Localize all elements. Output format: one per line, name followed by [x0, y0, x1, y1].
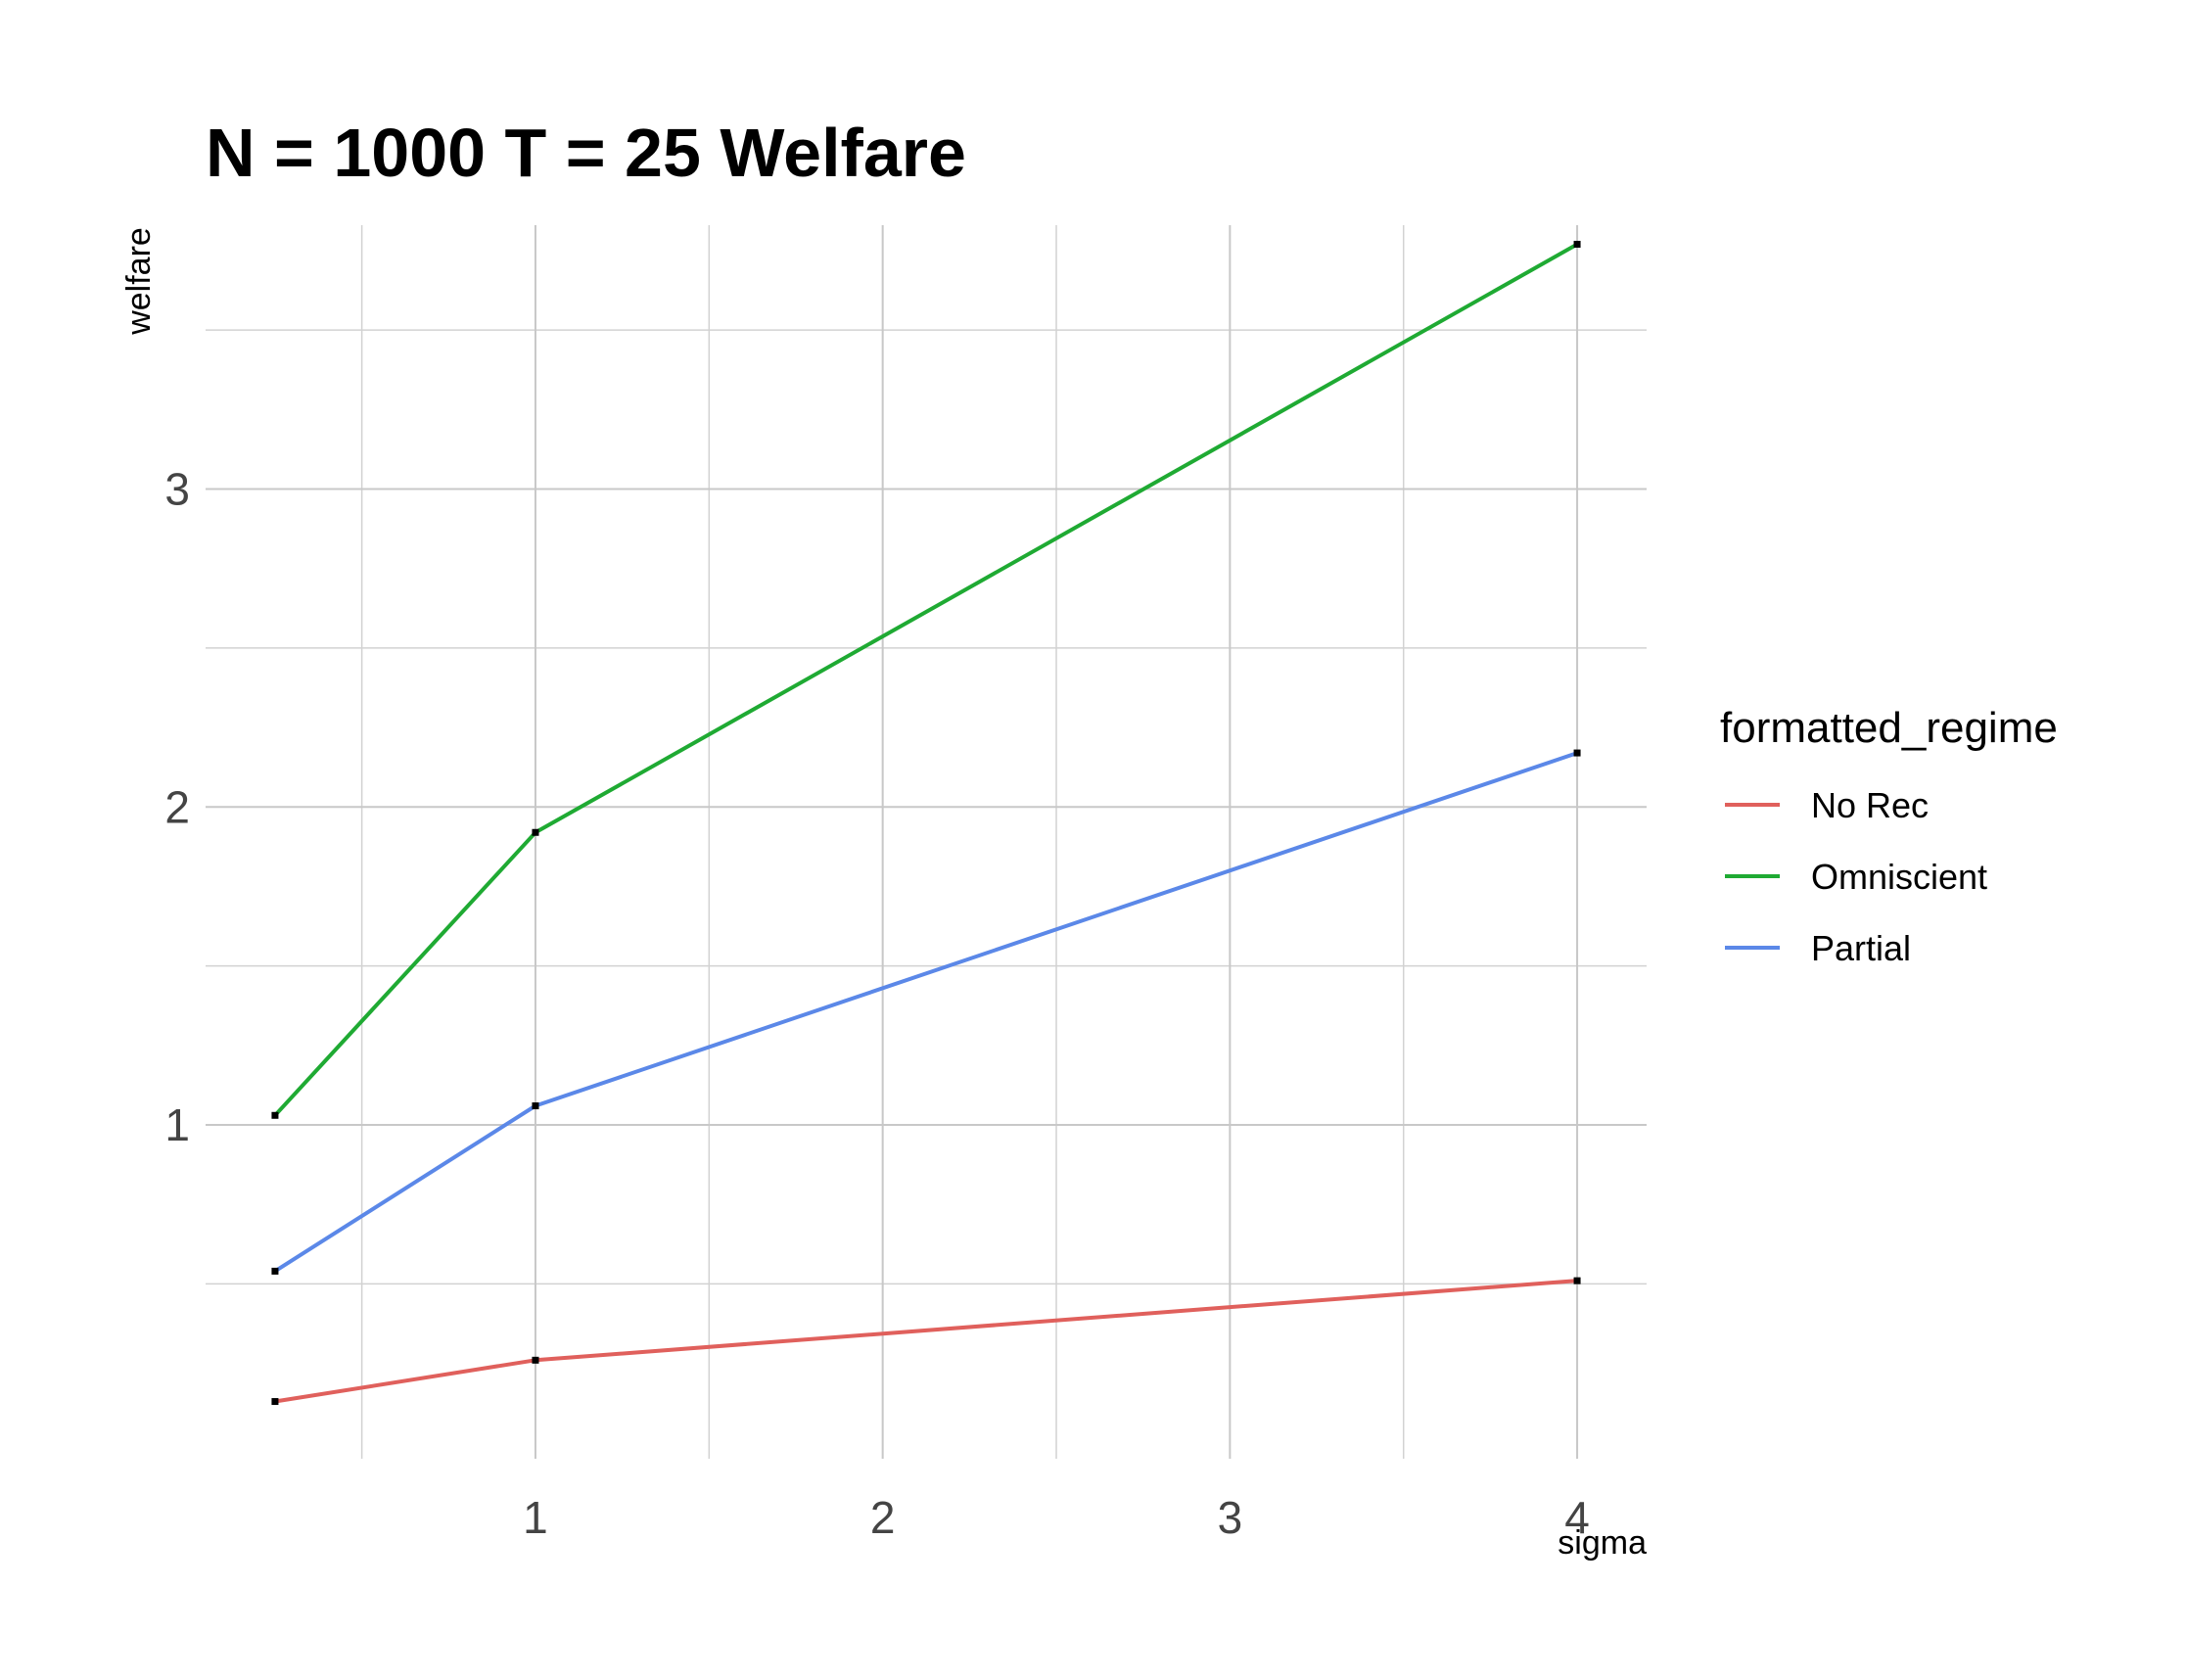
- x-axis-title: sigma: [1558, 1524, 1647, 1562]
- grid: [206, 225, 1647, 1459]
- data-point-partial: [271, 1267, 279, 1275]
- y-tick-label: 3: [164, 464, 190, 515]
- data-point-no-rec: [1573, 1277, 1581, 1284]
- legend: formatted_regime No Rec Omniscient Partial: [1720, 704, 2058, 968]
- y-tick-label: 1: [164, 1099, 190, 1150]
- data-point-omniscient: [271, 1111, 279, 1119]
- chart-title: N = 1000 T = 25 Welfare: [206, 115, 966, 191]
- x-tick-label: 1: [523, 1492, 548, 1543]
- data-point-omniscient: [532, 828, 539, 836]
- series-line-omniscient: [273, 242, 1579, 1117]
- legend-label-omniscient: Omniscient: [1811, 857, 1987, 897]
- x-tick-label: 4: [1564, 1492, 1590, 1543]
- series-line-partial: [273, 751, 1578, 1274]
- data-point-partial: [1573, 749, 1581, 757]
- series-lines: [273, 242, 1579, 1404]
- y-tick-label: 2: [164, 781, 190, 832]
- data-point-omniscient: [1573, 240, 1581, 248]
- y-axis-title: welfare: [120, 227, 158, 336]
- tick-labels: 1 2 3 4 1 2 3: [164, 464, 1589, 1543]
- series-line-no-rec: [274, 1279, 1578, 1404]
- legend-label-no-rec: No Rec: [1811, 785, 1929, 825]
- legend-title: formatted_regime: [1720, 704, 2058, 752]
- data-point-no-rec: [271, 1398, 279, 1406]
- data-point-partial: [532, 1102, 539, 1110]
- x-tick-label: 3: [1218, 1492, 1243, 1543]
- x-tick-label: 2: [870, 1492, 896, 1543]
- legend-items: No Rec Omniscient Partial: [1725, 785, 1987, 968]
- data-points: [271, 240, 1581, 1406]
- data-point-no-rec: [532, 1356, 539, 1364]
- legend-label-partial: Partial: [1811, 928, 1911, 968]
